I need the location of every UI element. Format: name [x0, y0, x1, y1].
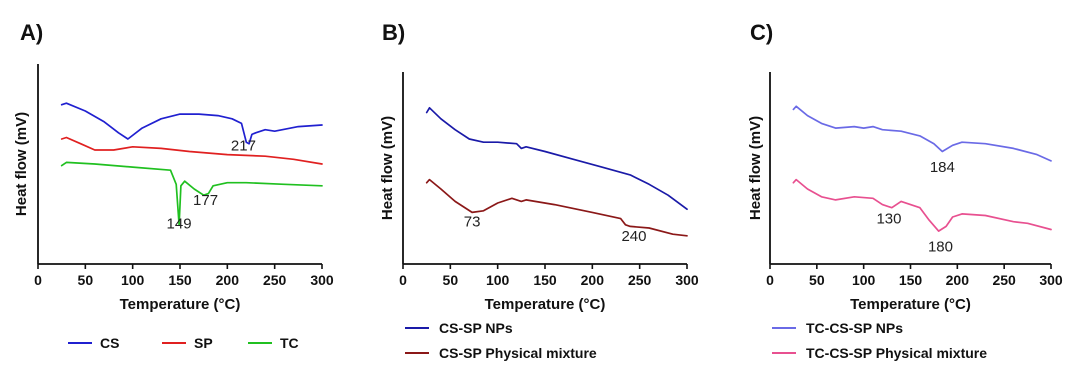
legend-label: CS — [100, 335, 119, 351]
x-tick-label: 100 — [121, 272, 145, 288]
panel-b: B) 0 50 100 150 200 250 300 Temperature (°C) Heat… — [379, 20, 699, 361]
x-tick-label: 300 — [675, 272, 699, 288]
peak-annotation: 240 — [621, 228, 646, 245]
x-tick-label: 250 — [263, 272, 287, 288]
series-line-tc-cs-sp-nps — [792, 105, 1052, 162]
series-line-cs — [60, 102, 323, 145]
x-tick-label: 50 — [809, 272, 825, 288]
legend-label: TC — [280, 335, 299, 351]
x-tick-label: 0 — [34, 272, 42, 288]
x-tick-label: 300 — [1039, 272, 1063, 288]
x-tick-label: 50 — [78, 272, 94, 288]
peak-annotation: 177 — [193, 192, 218, 209]
legend-label: CS-SP NPs — [439, 320, 513, 336]
y-axis-title: Heat flow (mV) — [379, 116, 396, 220]
x-tick-label: 100 — [852, 272, 876, 288]
peak-annotation: 180 — [928, 239, 953, 256]
x-axis-title: Temperature (°C) — [485, 296, 606, 313]
x-tick-label: 0 — [399, 272, 407, 288]
x-axis-title: Temperature (°C) — [120, 296, 241, 313]
legend-label: TC-CS-SP NPs — [806, 320, 903, 336]
x-tick-label: 300 — [310, 272, 334, 288]
panel-c: C) 0 50 100 150 200 250 300 Temperature (°C) Heat… — [747, 20, 1063, 361]
series-line-tc-cs-sp-physical-mixture — [792, 178, 1052, 232]
panel-label: C) — [750, 20, 773, 45]
x-tick-label: 50 — [443, 272, 459, 288]
legend-label: CS-SP Physical mixture — [439, 345, 597, 361]
series-line-cs-sp-nps — [425, 106, 688, 211]
x-tick-label: 200 — [946, 272, 970, 288]
x-tick-label: 150 — [168, 272, 192, 288]
peak-annotation: 149 — [167, 215, 192, 232]
x-tick-label: 0 — [766, 272, 774, 288]
x-tick-label: 200 — [216, 272, 240, 288]
x-tick-label: 150 — [533, 272, 557, 288]
x-axis-title: Temperature (°C) — [850, 296, 971, 313]
panel-label: A) — [20, 20, 43, 45]
series-line-sp — [60, 136, 323, 165]
peak-annotation: 217 — [231, 137, 256, 154]
panel-label: B) — [382, 20, 405, 45]
series-line-tc — [60, 161, 323, 226]
peak-annotation: 184 — [930, 159, 955, 176]
series-line-cs-sp-physical-mixture — [425, 178, 688, 237]
y-axis-title: Heat flow (mV) — [747, 116, 764, 220]
legend-label: TC-CS-SP Physical mixture — [806, 345, 987, 361]
x-tick-label: 200 — [581, 272, 605, 288]
peak-annotation: 130 — [876, 211, 901, 228]
y-axis-title: Heat flow (mV) — [13, 112, 30, 216]
x-tick-label: 250 — [992, 272, 1016, 288]
panel-a: A) 0 50 100 150 200 250 300 Temperature (°C) Heat… — [13, 20, 334, 351]
x-tick-label: 150 — [899, 272, 923, 288]
peak-annotation: 73 — [464, 214, 481, 231]
legend-label: SP — [194, 335, 213, 351]
x-tick-label: 250 — [628, 272, 652, 288]
x-tick-label: 100 — [486, 272, 510, 288]
